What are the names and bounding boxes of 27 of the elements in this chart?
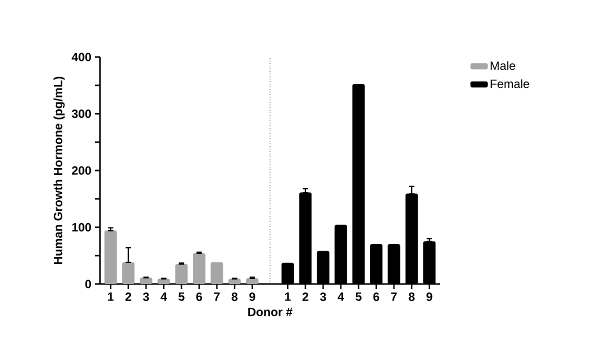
y-tick-label: 100 [72, 223, 91, 232]
x-tick-label: 7 [391, 292, 397, 301]
x-tick-label: 1 [285, 292, 291, 301]
x-tick-label: 4 [338, 292, 344, 301]
x-tick-label: 2 [302, 292, 308, 301]
y-axis-title: Human Growth Hormone (pg/mL) [54, 76, 65, 264]
y-tick-label: 200 [72, 166, 91, 175]
x-axis-title: Donor # [248, 308, 292, 316]
x-tick-label: 8 [232, 292, 238, 301]
x-tick-label: 5 [178, 292, 184, 301]
x-tick-label: 7 [214, 292, 220, 301]
x-tick-label: 6 [196, 292, 202, 301]
x-tick-label: 6 [373, 292, 380, 301]
x-tick-label: 3 [143, 292, 149, 302]
x-tick-label: 4 [160, 292, 168, 301]
x-tick-label: 9 [426, 292, 432, 301]
x-tick-label: 5 [356, 292, 362, 301]
x-tick-label: 1 [108, 292, 114, 301]
x-tick-label: 8 [408, 292, 415, 301]
y-tick-label: 400 [72, 52, 91, 62]
y-tick-label: 300 [72, 110, 91, 118]
y-tick-label: 0 [85, 280, 91, 288]
x-tick-label: 9 [249, 292, 256, 301]
x-tick-label: 3 [320, 292, 326, 302]
x-tick-label: 2 [125, 292, 132, 301]
legend-label: Female [490, 79, 530, 88]
legend-label: Male [490, 61, 516, 70]
